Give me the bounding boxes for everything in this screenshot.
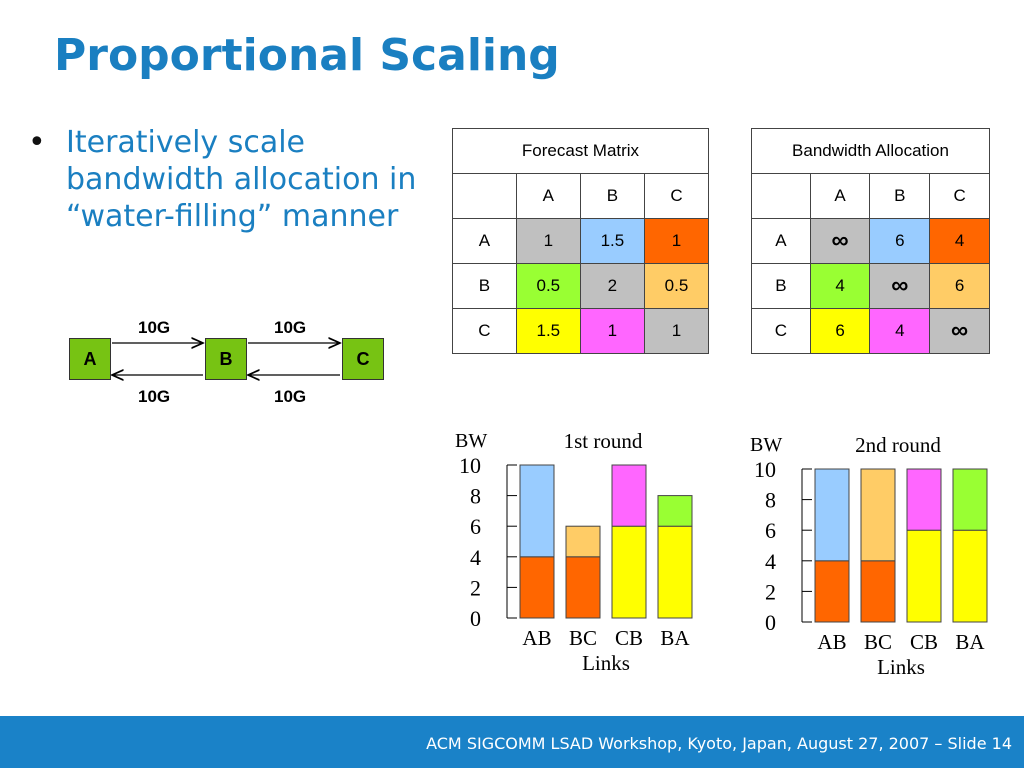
bar-segment bbox=[814, 468, 850, 562]
x-axis-label: Links bbox=[877, 655, 925, 679]
x-tick-label: CB bbox=[615, 626, 643, 650]
forecast-cell: 1 bbox=[643, 308, 710, 354]
bar-segment bbox=[906, 529, 942, 623]
bar-segment bbox=[952, 529, 988, 623]
bar-segment bbox=[657, 495, 693, 527]
bullet-list: • Iteratively scale bandwidth allocation… bbox=[28, 124, 438, 235]
y-axis-label: BW bbox=[455, 430, 487, 452]
x-tick-label: BC bbox=[864, 630, 892, 654]
allocation-row-header: A bbox=[751, 218, 811, 264]
x-tick-label: AB bbox=[522, 626, 551, 650]
y-tick-label: 0 bbox=[470, 606, 481, 631]
allocation-cell: 6 bbox=[869, 218, 931, 264]
link-ab-top: 10G bbox=[138, 318, 171, 337]
link-bc-top: 10G bbox=[274, 318, 307, 337]
forecast-matrix-table: Forecast Matrix A B C A 1 1.5 1 B 0.5 2 … bbox=[452, 128, 710, 354]
chart-title: 2nd round bbox=[855, 433, 941, 457]
bar-segment bbox=[611, 525, 647, 619]
allocation-row-header: C bbox=[751, 308, 811, 354]
y-tick-label: 4 bbox=[470, 545, 481, 570]
bandwidth-allocation-table: Bandwidth Allocation A B C A ∞ 6 4 B 4 ∞… bbox=[751, 128, 990, 354]
bar-segment bbox=[519, 556, 555, 619]
footer-text: ACM SIGCOMM LSAD Workshop, Kyoto, Japan,… bbox=[426, 734, 1012, 753]
y-tick-label: 2 bbox=[470, 575, 481, 600]
x-tick-label: BA bbox=[955, 630, 985, 654]
chart-1st-round: 1st round BW 0 2 4 6 8 10 AB BC CB BA Links bbox=[455, 429, 693, 675]
allocation-col-header: A bbox=[809, 173, 871, 219]
allocation-cell: 6 bbox=[809, 308, 871, 354]
bar-segment bbox=[565, 556, 601, 619]
forecast-cell: 1.5 bbox=[515, 308, 581, 354]
chart-2nd-round: 2nd round BW 0 2 4 6 8 10 AB BC CB BA Links bbox=[750, 433, 988, 679]
bar-segment bbox=[906, 468, 942, 531]
y-tick-label: 6 bbox=[470, 514, 481, 539]
x-tick-label: BC bbox=[569, 626, 597, 650]
y-tick-label: 10 bbox=[459, 453, 481, 478]
forecast-corner-cell bbox=[452, 173, 517, 219]
allocation-cell: ∞ bbox=[809, 218, 871, 264]
x-axis-label: Links bbox=[582, 651, 630, 675]
bar-segment bbox=[657, 525, 693, 619]
allocation-cell: 4 bbox=[809, 263, 871, 309]
y-tick-label: 0 bbox=[765, 610, 776, 635]
allocation-cell: ∞ bbox=[929, 308, 990, 354]
forecast-col-header: A bbox=[515, 173, 581, 219]
forecast-col-header: B bbox=[579, 173, 645, 219]
forecast-col-header: C bbox=[643, 173, 710, 219]
allocation-col-header: C bbox=[929, 173, 990, 219]
slide-title: Proportional Scaling bbox=[54, 30, 560, 81]
node-a: A bbox=[69, 338, 111, 380]
chart-title: 1st round bbox=[564, 429, 643, 453]
bar-segment bbox=[814, 560, 850, 623]
bar-segment bbox=[565, 525, 601, 558]
y-tick-label: 8 bbox=[765, 488, 776, 513]
y-tick-label: 4 bbox=[765, 549, 776, 574]
footer-bar: ACM SIGCOMM LSAD Workshop, Kyoto, Japan,… bbox=[0, 716, 1024, 768]
allocation-row-header: B bbox=[751, 263, 811, 309]
allocation-cell: 4 bbox=[929, 218, 990, 264]
y-tick-label: 6 bbox=[765, 518, 776, 543]
y-tick-label: 10 bbox=[754, 457, 776, 482]
forecast-row-header: A bbox=[452, 218, 517, 264]
allocation-cell: 6 bbox=[929, 263, 990, 309]
forecast-matrix-title: Forecast Matrix bbox=[452, 128, 709, 174]
allocation-corner-cell bbox=[751, 173, 811, 219]
bar-segment bbox=[611, 464, 647, 527]
forecast-cell: 1 bbox=[643, 218, 710, 264]
link-ab-bottom: 10G bbox=[138, 387, 171, 406]
forecast-cell: 1.5 bbox=[579, 218, 645, 264]
forecast-row-header: C bbox=[452, 308, 517, 354]
y-tick-label: 2 bbox=[765, 579, 776, 604]
forecast-cell: 1 bbox=[579, 308, 645, 354]
node-b: B bbox=[205, 338, 247, 380]
forecast-cell: 2 bbox=[579, 263, 645, 309]
bar-segment bbox=[519, 464, 555, 558]
allocation-cell: ∞ bbox=[869, 263, 931, 309]
allocation-title: Bandwidth Allocation bbox=[751, 128, 990, 174]
x-tick-label: AB bbox=[817, 630, 846, 654]
forecast-cell: 0.5 bbox=[643, 263, 710, 309]
forecast-cell: 1 bbox=[515, 218, 581, 264]
x-tick-label: BA bbox=[660, 626, 690, 650]
node-c: C bbox=[342, 338, 384, 380]
y-axis-label: BW bbox=[750, 434, 782, 456]
allocation-col-header: B bbox=[869, 173, 931, 219]
bar-segment bbox=[952, 468, 988, 531]
bar-segment bbox=[860, 468, 896, 562]
y-tick-label: 8 bbox=[470, 484, 481, 509]
forecast-cell: 0.5 bbox=[515, 263, 581, 309]
link-bc-bottom: 10G bbox=[274, 387, 307, 406]
bullet-dot: • bbox=[28, 125, 46, 160]
forecast-row-header: B bbox=[452, 263, 517, 309]
allocation-cell: 4 bbox=[869, 308, 931, 354]
x-tick-label: CB bbox=[910, 630, 938, 654]
bar-segment bbox=[860, 560, 896, 623]
bullet-text: Iteratively scale bandwidth allocation i… bbox=[66, 125, 417, 234]
